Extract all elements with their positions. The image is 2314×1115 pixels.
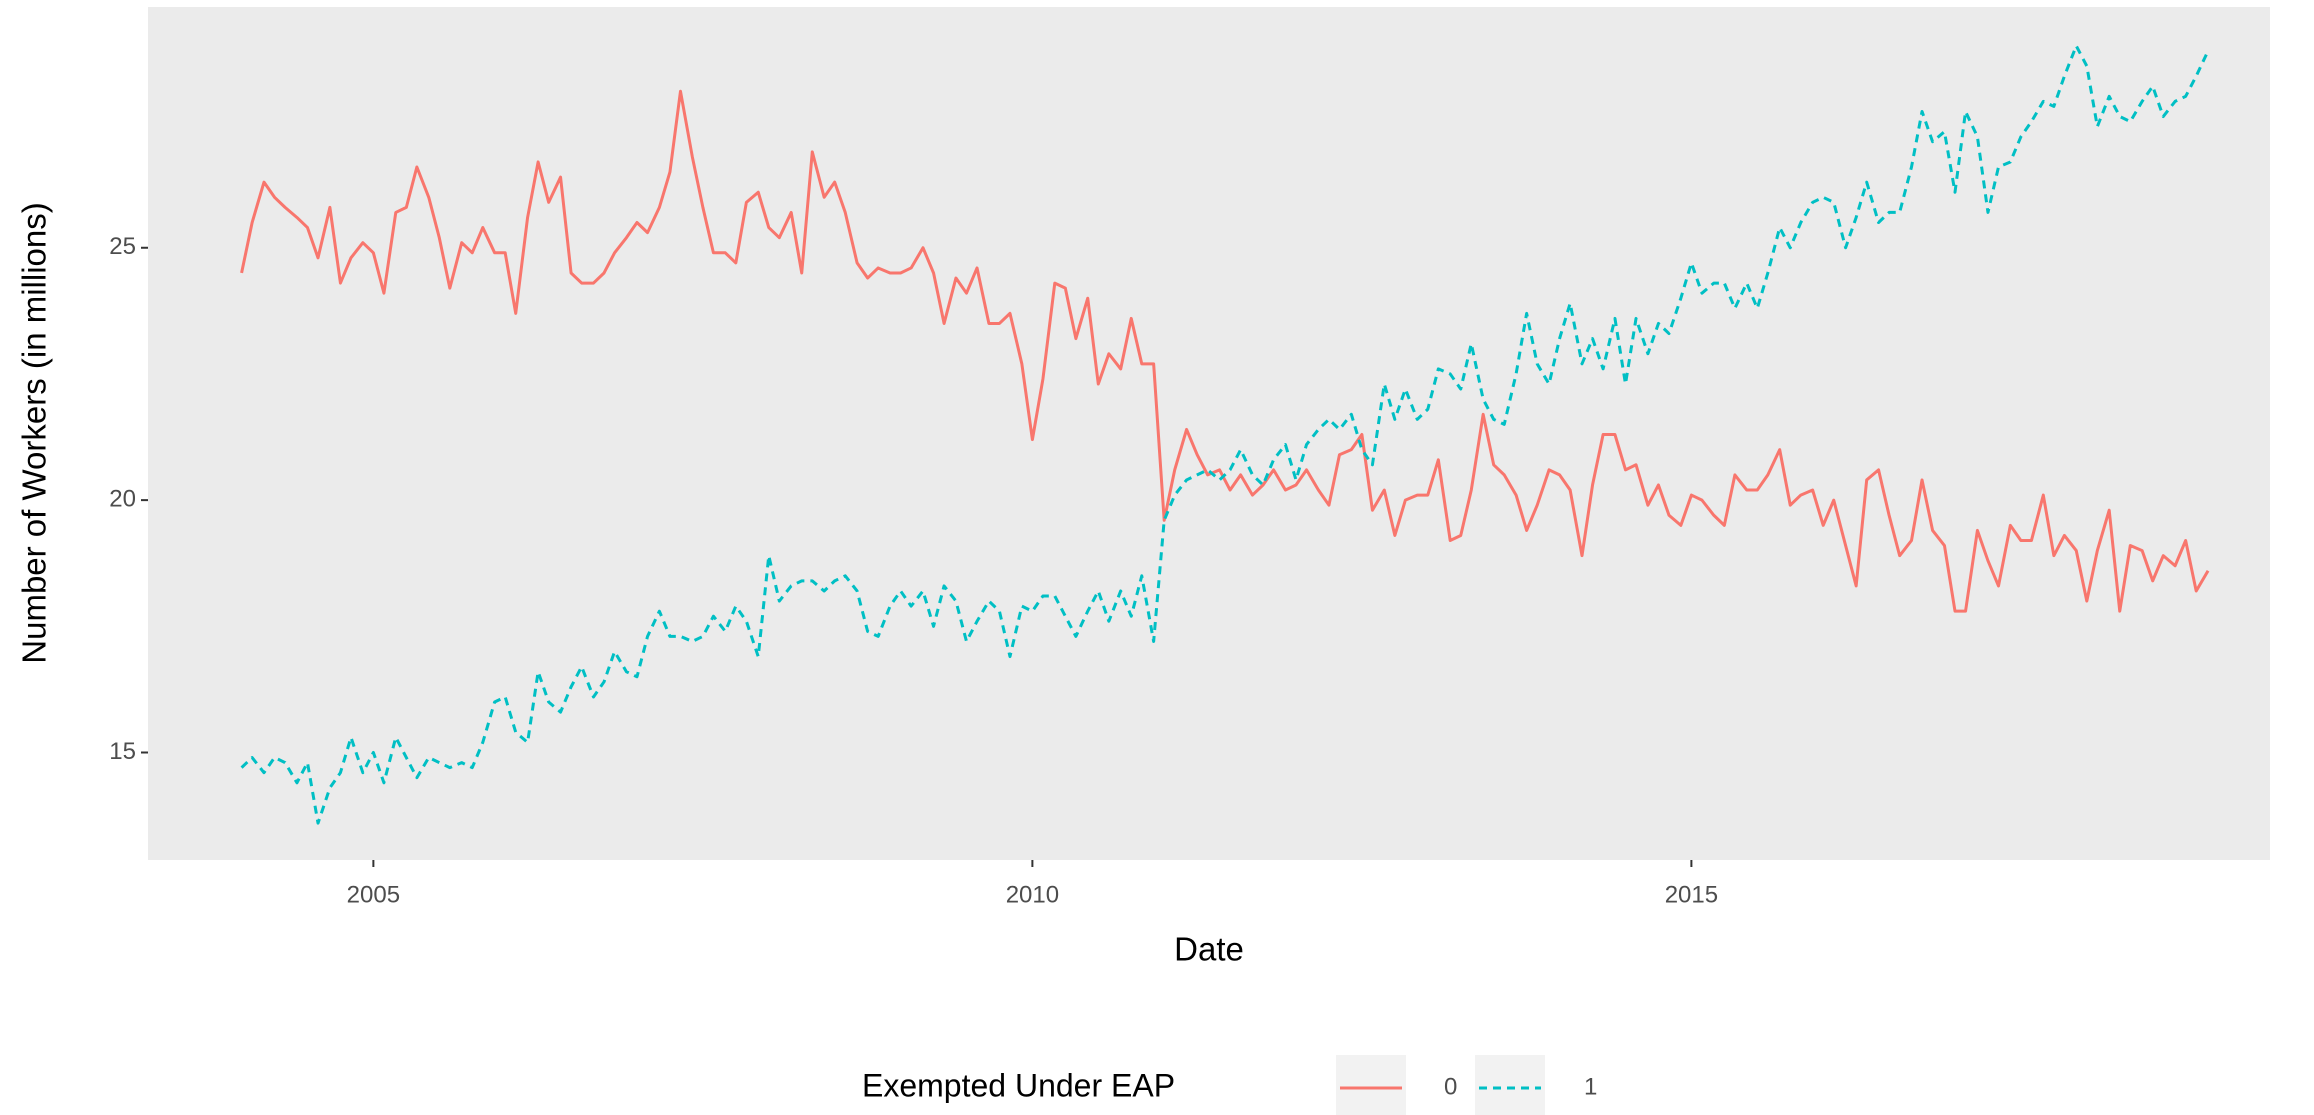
plot-panel [148, 7, 2270, 860]
legend-label: 1 [1584, 1073, 1597, 1100]
x-tick-label: 2015 [1665, 881, 1718, 908]
x-tick-label: 2010 [1006, 881, 1059, 908]
legend-key [1336, 1055, 1406, 1115]
legend-title: Exempted Under EAP [862, 1067, 1175, 1103]
y-axis-title: Number of Workers (in millions) [16, 202, 53, 663]
legend-label: 0 [1444, 1073, 1457, 1100]
legend-key [1475, 1055, 1545, 1115]
x-tick-label: 2005 [347, 881, 400, 908]
y-tick-label: 15 [109, 738, 136, 765]
lines [240, 44, 2210, 825]
axes: 15 20 25 2005 2010 2015 [109, 233, 1718, 908]
y-tick-label: 20 [109, 485, 136, 512]
legend: Exempted Under EAP 0 1 [862, 1055, 1597, 1115]
y-tick-label: 25 [109, 233, 136, 260]
series-line [240, 44, 2210, 825]
series-line [240, 89, 2210, 613]
x-axis-title: Date [1174, 931, 1244, 968]
